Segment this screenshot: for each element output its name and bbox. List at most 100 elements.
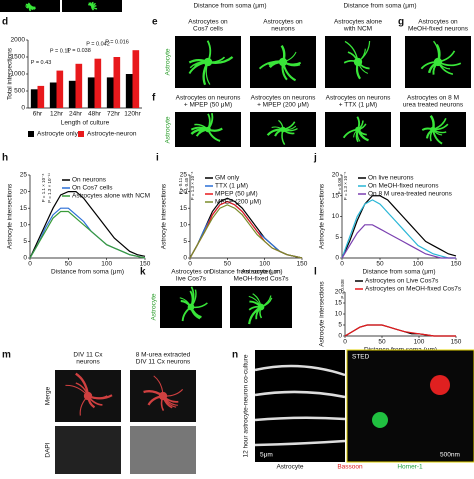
y-tick-label: 0 bbox=[183, 255, 187, 262]
caption: live Cos7s bbox=[176, 276, 207, 283]
series-line bbox=[341, 195, 457, 259]
series-line bbox=[341, 224, 456, 259]
caption: Astrocytes on neurons bbox=[176, 95, 241, 102]
side-label: Astrocyte bbox=[151, 293, 158, 320]
process bbox=[254, 390, 346, 399]
x-tick-label: 0 bbox=[340, 261, 344, 268]
legend-label: On neurons bbox=[72, 177, 107, 184]
y-tick-label: 15 bbox=[335, 300, 343, 307]
annotation: P = 1.1 × 10⁻⁸ bbox=[41, 174, 46, 203]
annotation: P = 0.938 bbox=[340, 279, 345, 299]
caption: Astrocytes on neurons bbox=[326, 95, 391, 102]
annotation: P = 1.3 × 10⁻⁸ bbox=[190, 172, 195, 201]
caption: 8 M-urea extracted bbox=[136, 352, 191, 359]
caption: Astrocytes on 8 M bbox=[407, 95, 459, 102]
y-tick-label: 15 bbox=[332, 192, 340, 199]
panel-label: h bbox=[2, 153, 8, 164]
caption: Astrocytes on bbox=[263, 19, 303, 26]
x-axis-title: Length of culture bbox=[61, 120, 110, 127]
dapi-image bbox=[55, 426, 121, 474]
legend-label: MPEP (200 μM) bbox=[215, 199, 261, 206]
legend-label: On live neurons bbox=[368, 175, 414, 182]
panel-label: j bbox=[313, 153, 317, 164]
series-line bbox=[29, 207, 146, 259]
series-line bbox=[344, 324, 456, 337]
caption: neurons bbox=[271, 26, 295, 33]
series-line bbox=[189, 204, 303, 259]
legend-label: Astrocytes on Live Cos7s bbox=[365, 278, 439, 285]
caption: MeOH-fixed neurons bbox=[408, 26, 469, 33]
caption: urea treated neurons bbox=[403, 102, 464, 109]
x-tick-label: 6hr bbox=[33, 111, 43, 118]
legend-label: GM only bbox=[215, 175, 240, 182]
soma bbox=[355, 126, 361, 133]
panel-label: e bbox=[152, 17, 158, 28]
x-tick-label: 50 bbox=[376, 261, 384, 268]
y-tick-label: 10 bbox=[20, 222, 28, 229]
bar bbox=[30, 89, 38, 108]
side-label: Astrocyte bbox=[165, 116, 172, 143]
caption: Astrocytes on bbox=[241, 269, 281, 276]
legend-label: Astrocytes on MeOH-fixed Cos7s bbox=[365, 286, 462, 293]
caption: Astrocytes alone bbox=[334, 19, 382, 26]
x-tick-label: 12hr bbox=[50, 111, 64, 118]
caption: DIV 11 Cx neurons bbox=[136, 359, 191, 366]
bar bbox=[113, 57, 121, 108]
y-tick-label: 10 bbox=[335, 311, 343, 318]
bar bbox=[56, 70, 64, 108]
legend-swatch bbox=[78, 131, 84, 137]
bar bbox=[87, 77, 95, 108]
x-tick-label: 100 bbox=[259, 261, 270, 268]
y-axis-title: Total intersections bbox=[7, 47, 14, 100]
homer bbox=[372, 412, 388, 428]
panel-label: k bbox=[140, 267, 146, 278]
x-tick-label: 100 bbox=[101, 261, 112, 268]
x-tick-label: 0 bbox=[188, 261, 192, 268]
panel-label: g bbox=[398, 17, 404, 28]
x-tick-label: 150 bbox=[451, 339, 462, 346]
sted-image bbox=[346, 349, 474, 463]
x-tick-label: 100 bbox=[413, 261, 424, 268]
process bbox=[254, 364, 346, 377]
sted-label: STED bbox=[352, 354, 370, 361]
y-tick-label: 0 bbox=[335, 255, 339, 262]
caption: Astrocytes on bbox=[418, 19, 458, 26]
x-axis-title: Distance from soma (μm) bbox=[51, 269, 124, 276]
soma bbox=[433, 57, 443, 67]
legend-label: Astrocyte-neuron bbox=[87, 131, 137, 138]
panel-label: f bbox=[152, 93, 156, 104]
caption: Astrocytes on neurons bbox=[251, 95, 316, 102]
side-label: Astrocyte bbox=[165, 48, 172, 75]
bar bbox=[68, 80, 76, 108]
y-tick-label: 15 bbox=[180, 205, 188, 212]
annotation: P = 0.042 bbox=[86, 41, 110, 47]
soma bbox=[205, 126, 211, 133]
y-tick-label: 20 bbox=[20, 188, 28, 195]
bar bbox=[106, 77, 114, 108]
legend-label: On MeOH-fixed neurons bbox=[368, 183, 439, 190]
y-tick-label: 20 bbox=[180, 188, 188, 195]
caption: + MPEP (50 μM) bbox=[184, 102, 232, 109]
y-tick-label: 1500 bbox=[11, 54, 26, 61]
y-tick-label: 10 bbox=[332, 213, 340, 220]
x-tick-label: 48hr bbox=[88, 111, 102, 118]
x-tick-label: 50 bbox=[65, 261, 73, 268]
x-tick-label: 50 bbox=[224, 261, 232, 268]
y-tick-label: 0 bbox=[21, 105, 25, 112]
caption: with NCM bbox=[343, 26, 372, 33]
y-tick-label: 25 bbox=[180, 172, 188, 179]
soma bbox=[29, 5, 31, 7]
annotation: P = 0.038 bbox=[67, 48, 91, 54]
soma bbox=[83, 391, 93, 401]
y-tick-label: 1000 bbox=[11, 71, 26, 78]
series-line bbox=[29, 210, 146, 259]
panel-label: i bbox=[156, 153, 159, 164]
x-tick-label: 150 bbox=[297, 261, 308, 268]
soma bbox=[187, 303, 195, 311]
series-line bbox=[189, 200, 303, 259]
process bbox=[254, 416, 346, 422]
x-tick-label: 0 bbox=[343, 339, 347, 346]
annotation: P = 0.45 bbox=[184, 177, 189, 194]
y-tick-label: 20 bbox=[335, 289, 343, 296]
